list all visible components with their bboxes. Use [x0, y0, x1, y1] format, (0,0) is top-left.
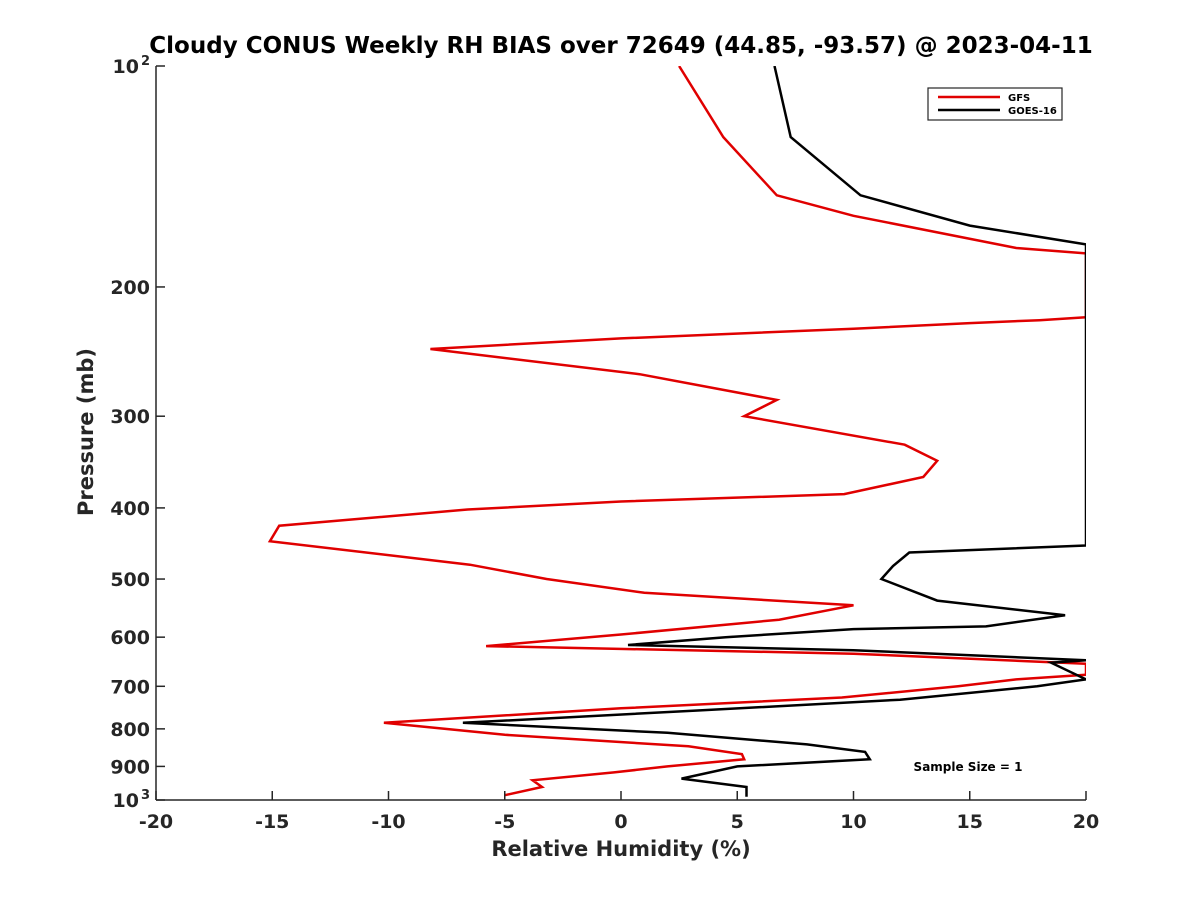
x-tick-label: 10: [840, 811, 866, 833]
sample-size-annotation: Sample Size = 1: [914, 760, 1023, 774]
chart-title: Cloudy CONUS Weekly RH BIAS over 72649 (…: [149, 33, 1092, 59]
x-tick-label: -5: [494, 811, 515, 833]
y-tick-label: 400: [110, 498, 150, 520]
x-tick-label: 20: [1073, 811, 1099, 833]
axes-layer: [155, 66, 1086, 801]
legend-label: GOES-16: [1008, 106, 1057, 117]
y-tick-exponent: 2: [141, 54, 150, 69]
series-line-gfs: [267, 66, 1086, 797]
x-tick-label: -10: [371, 811, 405, 833]
y-tick-label: 300: [110, 406, 150, 428]
series-line-goes-16: [462, 66, 1086, 797]
series-layer: [267, 66, 1086, 797]
legend-box: [927, 87, 1063, 121]
x-axis-label: Relative Humidity (%): [491, 837, 750, 861]
y-tick-label: 10: [113, 56, 139, 78]
y-tick-label: 500: [110, 569, 150, 591]
x-tick-label: -15: [255, 811, 289, 833]
legend-label: GFS: [1008, 93, 1030, 104]
y-tick-label: 10: [113, 790, 139, 812]
x-tick-label: 15: [957, 811, 983, 833]
y-tick-label: 600: [110, 627, 150, 649]
y-tick-label: 800: [110, 719, 150, 741]
y-tick-label: 200: [110, 277, 150, 299]
y-tick-label: 700: [110, 676, 150, 698]
y-tick-label: 900: [110, 756, 150, 778]
x-tick-label: 0: [614, 811, 627, 833]
legend: GFS GOES-16: [927, 87, 1063, 121]
x-tick-label: -20: [139, 811, 173, 833]
y-axis-label: Pressure (mb): [74, 348, 98, 516]
x-tick-label: 5: [731, 811, 744, 833]
y-tick-exponent: 3: [141, 788, 150, 803]
